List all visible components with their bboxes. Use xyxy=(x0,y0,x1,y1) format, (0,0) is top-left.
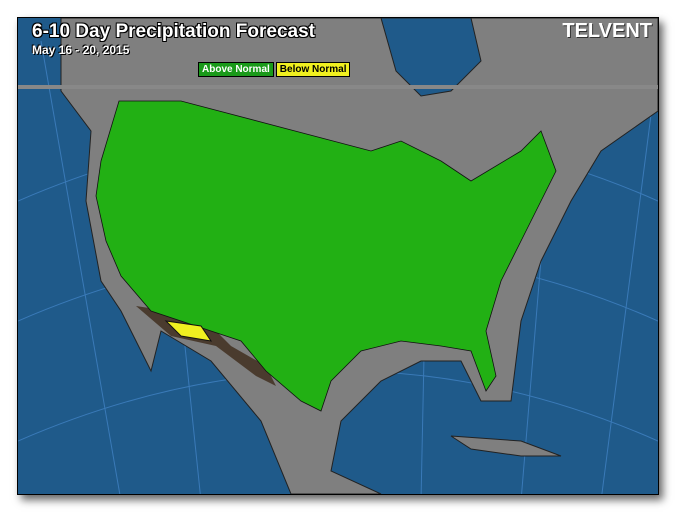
hudson-bay xyxy=(380,18,482,97)
forecast-map: 6-10 Day Precipitation Forecast May 16 -… xyxy=(17,17,659,495)
legend-above-normal: Above Normal xyxy=(198,62,274,77)
below-normal-region xyxy=(164,320,213,342)
legend: Above Normal Below Normal xyxy=(198,62,351,77)
land-cuba xyxy=(450,435,562,457)
date-range: May 16 - 20, 2015 xyxy=(32,43,130,57)
map-canvas xyxy=(18,18,658,494)
above-normal-region xyxy=(95,100,557,412)
legend-below-normal: Below Normal xyxy=(275,62,351,77)
telvent-logo: TELVENT xyxy=(562,20,652,42)
map-title: 6-10 Day Precipitation Forecast xyxy=(32,21,315,42)
header-divider xyxy=(18,85,658,89)
